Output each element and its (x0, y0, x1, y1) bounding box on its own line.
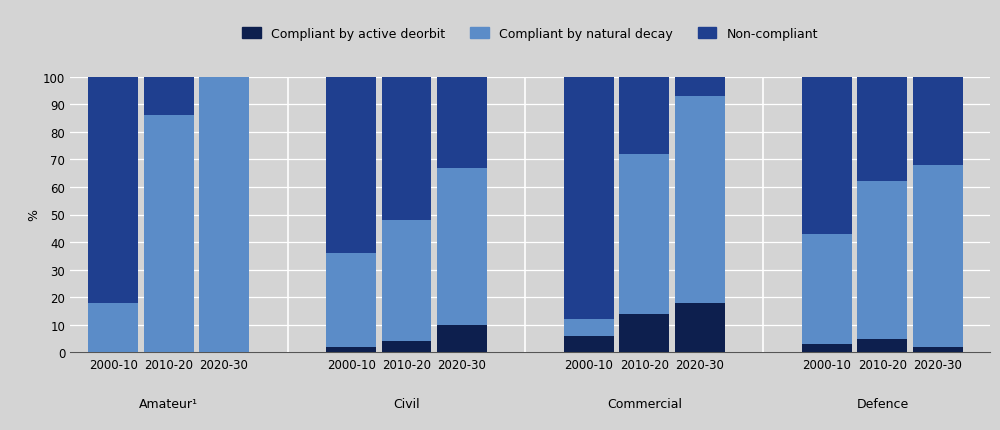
Bar (437, 325, 487, 353)
Bar (857, 77, 907, 182)
Bar (564, 319, 614, 336)
Bar (802, 344, 852, 353)
Bar (326, 77, 376, 254)
Bar (802, 77, 852, 234)
Text: Defence: Defence (856, 397, 909, 410)
Bar (382, 341, 431, 353)
Bar (619, 154, 669, 314)
Bar (437, 168, 487, 325)
Bar (675, 77, 725, 97)
Bar (857, 339, 907, 353)
Bar (619, 314, 669, 353)
Bar (144, 116, 194, 353)
Bar (913, 347, 963, 353)
Text: Civil: Civil (393, 397, 420, 410)
Bar (88, 303, 138, 353)
Bar (913, 77, 963, 166)
Bar (88, 77, 138, 303)
Bar (675, 97, 725, 303)
Bar (802, 234, 852, 344)
Bar (199, 77, 249, 353)
Bar (675, 303, 725, 353)
Bar (619, 77, 669, 154)
Legend: Compliant by active deorbit, Compliant by natural decay, Non-compliant: Compliant by active deorbit, Compliant b… (237, 23, 823, 46)
Bar (382, 221, 431, 341)
Bar (857, 182, 907, 339)
Text: Commercial: Commercial (607, 397, 682, 410)
Bar (564, 336, 614, 353)
Bar (326, 347, 376, 353)
Text: Amateur¹: Amateur¹ (139, 397, 198, 410)
Y-axis label: %: % (27, 209, 40, 221)
Bar (437, 77, 487, 168)
Bar (382, 77, 431, 221)
Bar (913, 166, 963, 347)
Bar (564, 77, 614, 319)
Bar (326, 254, 376, 347)
Bar (144, 77, 194, 116)
